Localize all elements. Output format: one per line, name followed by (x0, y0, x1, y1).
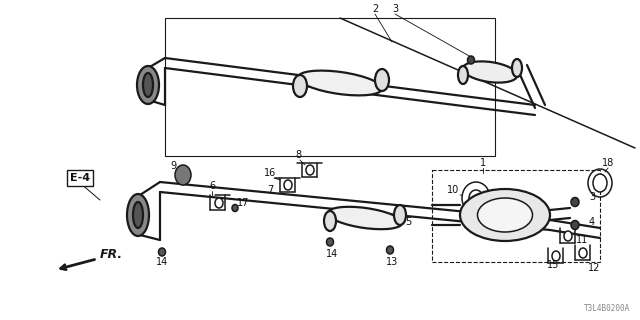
Ellipse shape (326, 238, 333, 246)
Text: 18: 18 (602, 158, 614, 168)
Ellipse shape (127, 194, 149, 236)
Text: 15: 15 (547, 260, 559, 270)
Text: 11: 11 (576, 235, 588, 245)
Ellipse shape (143, 73, 153, 97)
Text: 1: 1 (480, 158, 486, 168)
Ellipse shape (328, 207, 402, 229)
Ellipse shape (469, 190, 483, 206)
Ellipse shape (460, 189, 550, 241)
Text: 12: 12 (588, 263, 600, 273)
Ellipse shape (375, 69, 389, 91)
Ellipse shape (512, 59, 522, 77)
Ellipse shape (571, 197, 579, 206)
Ellipse shape (306, 165, 314, 175)
Ellipse shape (394, 205, 406, 225)
Ellipse shape (324, 211, 336, 231)
Text: 9: 9 (170, 161, 176, 171)
Text: 6: 6 (209, 181, 215, 191)
Ellipse shape (137, 66, 159, 104)
Text: 7: 7 (267, 185, 273, 195)
Text: E-4: E-4 (70, 173, 90, 183)
Text: 5: 5 (405, 217, 411, 227)
Ellipse shape (593, 174, 607, 192)
Text: 4: 4 (589, 217, 595, 227)
Ellipse shape (579, 248, 587, 258)
Ellipse shape (458, 66, 468, 84)
Ellipse shape (232, 204, 238, 212)
Text: FR.: FR. (61, 249, 123, 270)
Ellipse shape (564, 231, 572, 241)
Ellipse shape (552, 251, 560, 261)
Text: 8: 8 (295, 150, 301, 160)
Bar (432, 170, 600, 262)
Text: 3: 3 (392, 4, 398, 14)
Ellipse shape (477, 198, 532, 232)
Ellipse shape (463, 61, 517, 83)
Text: 14: 14 (156, 257, 168, 267)
Ellipse shape (298, 71, 382, 95)
Text: 13: 13 (386, 257, 398, 267)
Ellipse shape (175, 165, 191, 185)
Ellipse shape (159, 248, 166, 256)
Text: 16: 16 (264, 168, 276, 178)
Ellipse shape (387, 246, 394, 254)
Text: 10: 10 (447, 185, 459, 195)
Text: 17: 17 (237, 198, 249, 208)
Text: 2: 2 (372, 4, 378, 14)
Text: T3L4B0200A: T3L4B0200A (584, 304, 630, 313)
Ellipse shape (133, 202, 143, 228)
Ellipse shape (571, 220, 579, 229)
Ellipse shape (215, 198, 223, 208)
Text: 3: 3 (589, 192, 595, 202)
Text: 14: 14 (326, 249, 338, 259)
Ellipse shape (462, 182, 490, 214)
Ellipse shape (293, 75, 307, 97)
Ellipse shape (467, 56, 474, 64)
Bar (165, 18, 495, 156)
Ellipse shape (284, 180, 292, 190)
